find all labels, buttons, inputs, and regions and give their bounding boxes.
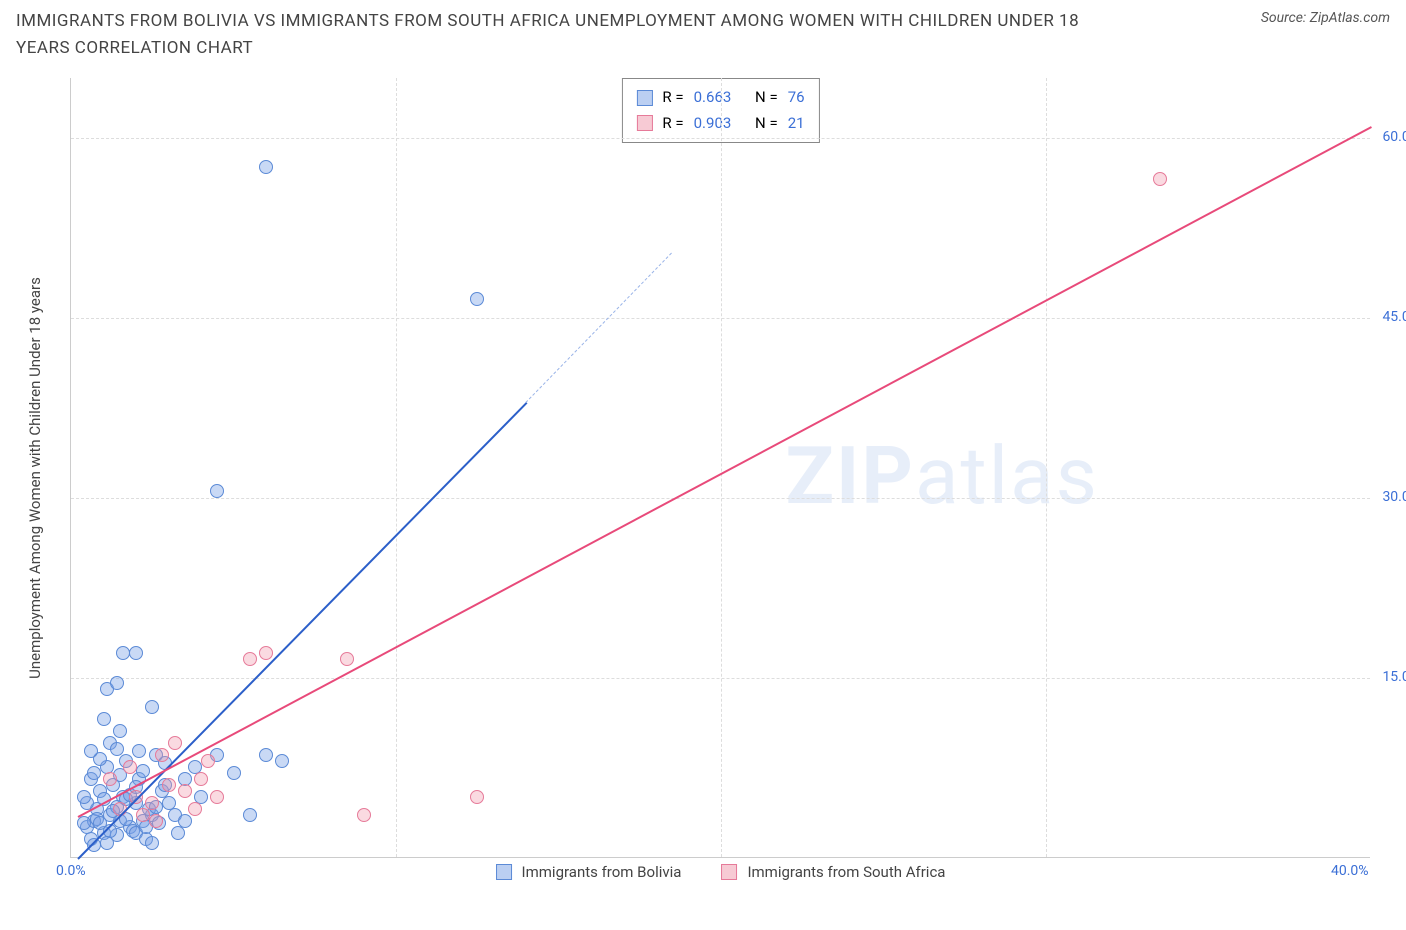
legend-label: Immigrants from Bolivia <box>522 860 682 886</box>
y-axis-label: Unemployment Among Women with Children U… <box>26 277 44 679</box>
data-point <box>145 700 159 714</box>
data-point <box>275 754 289 768</box>
swatch-icon <box>496 864 512 880</box>
data-point <box>259 748 273 762</box>
watermark-brand-b: atlas <box>915 429 1099 523</box>
data-point <box>243 808 257 822</box>
data-point <box>470 790 484 804</box>
data-point <box>155 748 169 762</box>
stat-r-value: 0.663 <box>694 85 732 111</box>
stat-n-label: N = <box>755 111 778 137</box>
x-tick-label: 40.0% <box>1331 863 1369 879</box>
swatch-icon <box>721 864 737 880</box>
data-point <box>132 744 146 758</box>
data-point <box>136 764 150 778</box>
data-point <box>243 652 257 666</box>
swatch-icon <box>636 115 652 131</box>
data-point <box>188 802 202 816</box>
chart-area: Unemployment Among Women with Children U… <box>38 78 1388 888</box>
data-point <box>77 790 91 804</box>
data-point <box>168 736 182 750</box>
stat-r-value: 0.903 <box>694 111 732 137</box>
trend-line <box>525 252 673 403</box>
chart-header: IMMIGRANTS FROM BOLIVIA VS IMMIGRANTS FR… <box>0 0 1406 62</box>
y-tick-label: 60.0% <box>1375 129 1406 145</box>
data-point <box>178 784 192 798</box>
data-point <box>470 292 484 306</box>
data-point <box>145 796 159 810</box>
data-point <box>110 676 124 690</box>
y-tick-label: 45.0% <box>1375 309 1406 325</box>
data-point <box>201 754 215 768</box>
legend-item-series2: Immigrants from South Africa <box>721 860 945 886</box>
data-point <box>210 484 224 498</box>
data-point <box>259 160 273 174</box>
data-point <box>340 652 354 666</box>
source-prefix: Source: <box>1261 10 1310 26</box>
data-point <box>136 808 150 822</box>
gridline <box>1046 78 1047 857</box>
watermark: ZIPatlas <box>785 429 1098 523</box>
y-tick-label: 30.0% <box>1375 489 1406 505</box>
legend-item-series1: Immigrants from Bolivia <box>496 860 682 886</box>
data-point <box>110 742 124 756</box>
data-point <box>149 814 163 828</box>
x-tick-label: 0.0% <box>56 863 86 879</box>
data-point <box>87 766 101 780</box>
data-point <box>357 808 371 822</box>
stat-n-label: N = <box>755 85 778 111</box>
data-point <box>129 646 143 660</box>
chart-title: IMMIGRANTS FROM BOLIVIA VS IMMIGRANTS FR… <box>16 8 1136 62</box>
data-point <box>100 836 114 850</box>
data-point <box>162 778 176 792</box>
scatter-plot: ZIPatlas R = 0.663 N = 76 R = 0.903 N = … <box>70 78 1370 858</box>
data-point <box>113 724 127 738</box>
data-point <box>171 826 185 840</box>
gridline <box>721 78 722 857</box>
data-point <box>227 766 241 780</box>
data-point <box>145 836 159 850</box>
trend-line <box>77 126 1371 818</box>
source-name: ZipAtlas.com <box>1310 10 1390 26</box>
stat-n-value: 76 <box>788 85 805 111</box>
source-attribution: Source: ZipAtlas.com <box>1261 10 1390 26</box>
trend-line <box>77 402 527 859</box>
data-point <box>194 772 208 786</box>
data-point <box>77 816 91 830</box>
data-point <box>116 646 130 660</box>
stat-n-value: 21 <box>788 111 805 137</box>
data-point <box>1153 172 1167 186</box>
data-point <box>259 646 273 660</box>
y-tick-label: 15.0% <box>1375 669 1406 685</box>
data-point <box>123 760 137 774</box>
data-point <box>103 772 117 786</box>
legend: Immigrants from Bolivia Immigrants from … <box>496 860 946 886</box>
data-point <box>84 744 98 758</box>
stat-r-label: R = <box>662 111 683 137</box>
gridline <box>396 78 397 857</box>
data-point <box>210 790 224 804</box>
watermark-brand-a: ZIP <box>785 429 915 523</box>
stat-r-label: R = <box>662 85 683 111</box>
legend-label: Immigrants from South Africa <box>747 860 945 886</box>
data-point <box>97 712 111 726</box>
swatch-icon <box>636 90 652 106</box>
